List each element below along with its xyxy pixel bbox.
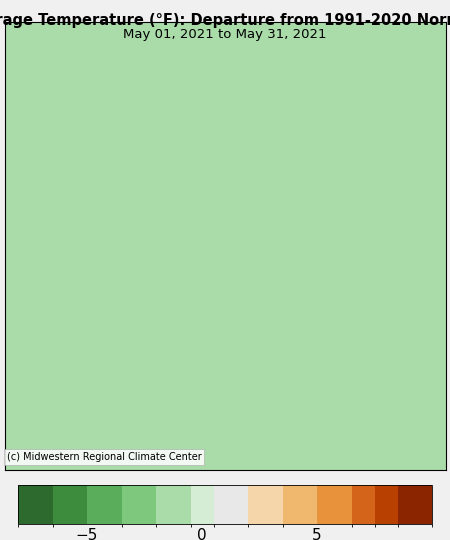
Text: Average Temperature (°F): Departure from 1991-2020 Normals: Average Temperature (°F): Departure from… [0,14,450,29]
Text: May 01, 2021 to May 31, 2021: May 01, 2021 to May 31, 2021 [123,28,327,41]
Text: (c) Midwestern Regional Climate Center: (c) Midwestern Regional Climate Center [7,452,202,462]
